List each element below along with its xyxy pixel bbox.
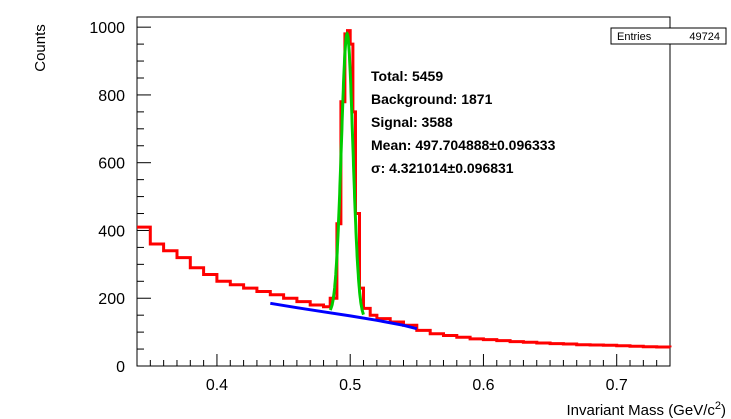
- annotation-signal: Signal: 3588: [371, 114, 453, 130]
- annotation-background: Background: 1871: [371, 91, 493, 107]
- fit-results: Total: 5459 Background: 1871 Signal: 358…: [371, 68, 556, 176]
- x-tick-label: 0.4: [206, 377, 228, 394]
- y-tick-label: 800: [98, 88, 125, 105]
- histogram-series: [137, 29, 672, 349]
- stats-box-frame: [610, 27, 727, 45]
- x-tick-label: 0.6: [472, 377, 494, 394]
- x-tick-label: 0.5: [339, 377, 361, 394]
- y-tick-label: 400: [98, 223, 125, 240]
- annotation-sigma: σ: 4.321014±0.096831: [371, 160, 514, 176]
- annotation-mean: Mean: 497.704888±0.096333: [371, 137, 556, 153]
- background-fit-line: [270, 301, 418, 331]
- y-axis-title: Counts: [32, 24, 49, 72]
- y-tick-label: 0: [116, 359, 125, 376]
- signal-fit-line: [328, 31, 365, 316]
- x-tick-label: 0.7: [606, 377, 628, 394]
- x-axis-title-sup: 2: [715, 400, 721, 412]
- x-axis-title-end: ): [721, 402, 726, 419]
- y-tick-label: 1000: [89, 20, 125, 37]
- stats-entries-label: Entries: [617, 31, 652, 43]
- x-axis-title-main: Invariant Mass (GeV/c: [566, 402, 715, 419]
- x-axis-title: Invariant Mass (GeV/c2): [566, 400, 726, 419]
- annotation-total: Total: 5459: [371, 68, 443, 84]
- x-axis: 0.4 0.5 0.6 0.7: [149, 354, 671, 394]
- stats-box: Entries 49724: [610, 27, 727, 45]
- stats-entries-value: 49724: [689, 31, 720, 43]
- y-tick-label: 600: [98, 156, 125, 173]
- y-axis: 0 200 400 600 800 1000: [89, 20, 151, 376]
- y-tick-label: 200: [98, 291, 125, 308]
